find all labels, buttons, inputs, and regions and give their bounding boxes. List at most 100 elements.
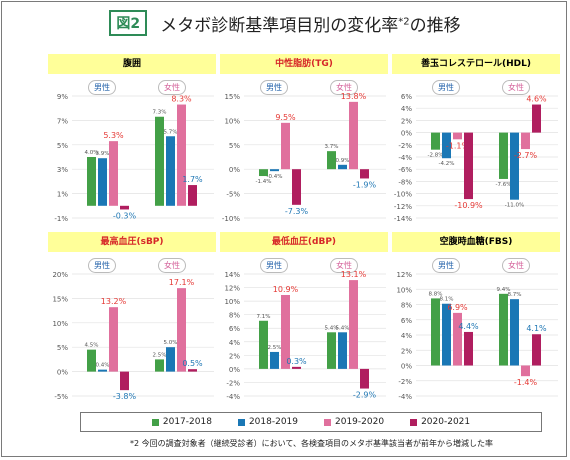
y-tick-label: 10%	[396, 286, 412, 294]
data-label: -1.4%	[514, 378, 538, 387]
y-tick-label: 3%	[57, 166, 68, 174]
bar	[338, 332, 347, 369]
data-label: 0.3%	[286, 357, 307, 366]
y-tick-label: 2%	[229, 352, 240, 360]
legend-label: 2020-2021	[421, 417, 471, 427]
data-label: 4.1%	[526, 324, 547, 333]
data-label: -2.8%	[428, 153, 444, 159]
data-label: 4.4%	[458, 322, 479, 331]
data-label: 3.7%	[325, 144, 339, 150]
bar	[155, 116, 164, 206]
legend-label: 2018-2019	[248, 417, 298, 427]
figure-title: メタボ診断基準項目別の変化率*2の推移	[160, 11, 460, 36]
legend: 2017-2018 2018-2019 2019-2020 2020-2021	[80, 412, 542, 432]
y-tick-label: -2%	[398, 142, 412, 150]
data-label: -1.9%	[353, 180, 377, 189]
data-label: 6.9%	[447, 303, 468, 312]
bar	[349, 280, 358, 369]
bar	[120, 205, 129, 210]
y-tick-label: -4%	[398, 154, 412, 162]
y-tick-label: 9%	[57, 93, 68, 101]
data-label: 13.1%	[341, 270, 367, 279]
bar	[453, 132, 462, 140]
bar	[109, 141, 118, 206]
data-label: -3.8%	[113, 392, 137, 401]
gender-label-female: 女性	[158, 258, 186, 273]
y-tick-label: -4%	[226, 393, 240, 401]
data-label: -10.9%	[454, 201, 483, 210]
bar	[98, 369, 107, 372]
legend-item-2019: 2019-2020	[324, 417, 384, 427]
y-tick-label: 15%	[52, 295, 68, 303]
y-tick-label: 5%	[229, 142, 240, 150]
data-label: 9.4%	[497, 287, 511, 293]
chart-panel: 善玉コレステロール(HDL) 男性 女性 6% 4% 2% 0% -2% -4% -6% -8% -1…	[386, 54, 566, 226]
bar	[281, 122, 290, 170]
data-label: 7.1%	[257, 314, 271, 320]
data-label: 8.3%	[171, 95, 192, 104]
data-label: 4.5%	[85, 343, 99, 349]
chart-panel: 空腹時血糖(FBS) 男性 女性 12% 10% 8% 6% 4% 2% 0% -2% -4% 8.8%…	[386, 232, 566, 404]
data-label: 9.5%	[275, 113, 296, 122]
data-label: 5.3%	[103, 131, 124, 140]
y-tick-label: 2%	[401, 117, 412, 125]
gender-label-male: 男性	[88, 258, 116, 273]
bar	[442, 303, 451, 366]
gender-label-male: 男性	[260, 80, 288, 95]
data-label: 0.4%	[96, 363, 110, 369]
gender-label-female: 女性	[502, 258, 530, 273]
y-tick-label: -5%	[226, 191, 240, 199]
y-tick-label: -14%	[394, 215, 412, 223]
y-tick-label: 4%	[401, 105, 412, 113]
y-tick-label: 7%	[57, 117, 68, 125]
bar	[327, 151, 336, 170]
bar	[292, 169, 301, 205]
gender-label-male: 男性	[432, 80, 460, 95]
bar	[87, 349, 96, 372]
bar	[431, 132, 440, 150]
bar	[532, 334, 541, 366]
gender-label-female: 女性	[158, 80, 186, 95]
gender-label-male: 男性	[260, 258, 288, 273]
footnote: *2 今回の調査対象者（継続受診者）において、各検査項目のメタボ基準該当者が前年…	[130, 439, 493, 448]
bar	[270, 351, 279, 369]
chart-panel: 最低血圧(dBP) 男性 女性 14% 12% 10% 8% 6% 4% 2% 0% -2% -4% 7.…	[214, 232, 394, 404]
bar	[120, 371, 129, 391]
legend-label: 2019-2020	[335, 417, 385, 427]
bar	[166, 347, 175, 372]
legend-label: 2017-2018	[162, 417, 212, 427]
gender-label-female: 女性	[502, 80, 530, 95]
bar	[327, 332, 336, 369]
y-tick-label: 0%	[401, 130, 412, 138]
bar	[510, 299, 519, 366]
chart-title: 中性脂肪(TG)	[220, 54, 388, 74]
bar	[464, 132, 473, 200]
bar	[499, 132, 508, 179]
bar	[259, 169, 268, 177]
data-label: -7.6%	[496, 182, 512, 188]
bar-chart: 14% 12% 10% 8% 6% 4% 2% 0% -2% -4% 7.1% 5.4% 2.5% 5.4…	[224, 270, 386, 401]
y-tick-label: 4%	[229, 339, 240, 347]
chart-panel: 最高血圧(sBP) 男性 女性 20% 15% 10% 5% 0% -5% 4.5% 2.5% 0.4…	[42, 232, 222, 404]
bar	[177, 288, 186, 372]
y-tick-label: 6%	[401, 93, 412, 101]
chart-panel: 中性脂肪(TG) 男性 女性 15% 10% 5% 0% -5% -10% -1.4% 3.7% -0…	[214, 54, 394, 226]
bar	[532, 104, 541, 133]
bar	[188, 185, 197, 206]
bar	[521, 365, 530, 377]
y-tick-label: 8%	[401, 302, 412, 310]
y-tick-label: 20%	[52, 271, 68, 279]
legend-swatch	[151, 418, 159, 426]
data-label: 0.5%	[182, 359, 203, 368]
data-label: -1.1%	[446, 141, 470, 150]
bar	[259, 320, 268, 369]
chart-title: 最低血圧(dBP)	[220, 232, 388, 252]
y-tick-label: -5%	[54, 393, 68, 401]
bar-chart: 20% 15% 10% 5% 0% -5% 4.5% 2.5% 0.4% 5.0% 13.2% 17.…	[52, 271, 214, 401]
legend-swatch	[410, 418, 418, 426]
bar	[109, 307, 118, 372]
data-label: 10.9%	[273, 285, 299, 294]
bar	[464, 331, 473, 366]
bar	[349, 101, 358, 170]
gender-label-male: 男性	[432, 258, 460, 273]
